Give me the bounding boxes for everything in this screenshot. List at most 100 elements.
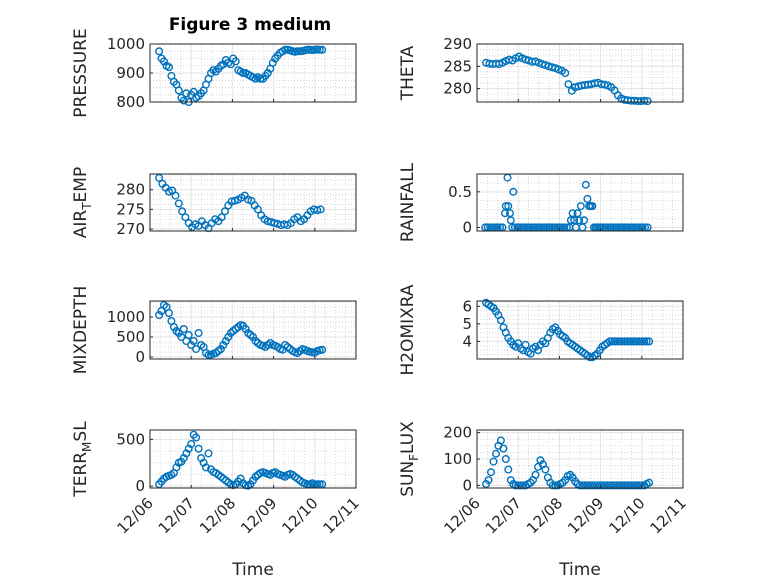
- data-point: [548, 481, 557, 490]
- y-axis-label-subscript: F: [407, 454, 421, 461]
- data-point: [521, 340, 530, 349]
- data-point: [179, 325, 188, 334]
- data-point: [177, 333, 186, 342]
- data-point: [499, 444, 508, 453]
- data-point: [293, 47, 302, 56]
- data-point: [187, 341, 196, 350]
- data-point: [583, 481, 592, 490]
- y-axis-label: MIXDEPTH: [71, 286, 91, 375]
- y-tick-label: 900: [116, 64, 145, 82]
- data-point: [625, 337, 634, 346]
- data-series: [482, 298, 654, 362]
- y-tick-label: 100: [443, 450, 472, 468]
- data-point: [590, 481, 599, 490]
- y-tick-label: 6: [462, 297, 472, 315]
- data-point: [174, 199, 183, 208]
- y-axis-label: THETA: [398, 45, 418, 101]
- y-axis-label-main: TERR: [71, 452, 91, 498]
- data-point: [580, 216, 589, 225]
- y-tick-label: 0: [462, 476, 472, 494]
- data-point: [623, 481, 632, 490]
- data-point: [585, 353, 594, 362]
- data-point: [219, 341, 228, 350]
- y-axis-label: PRESSURE: [71, 28, 91, 117]
- data-point: [164, 63, 173, 72]
- data-point: [241, 325, 250, 334]
- axes-box: [476, 300, 684, 360]
- data-series: [482, 52, 652, 106]
- data-point: [204, 449, 213, 458]
- y-tick-label: 500: [116, 328, 145, 346]
- data-point: [561, 68, 570, 77]
- data-point: [623, 337, 632, 346]
- data-point: [627, 481, 636, 490]
- data-point: [220, 207, 229, 216]
- data-point: [568, 209, 577, 218]
- data-point: [174, 329, 183, 338]
- y-axis-label-subscript: M: [80, 442, 94, 452]
- data-point: [627, 337, 636, 346]
- data-point: [620, 337, 629, 346]
- subplot-mixdepth: 0 500 1000 MIXDEPTH: [71, 286, 357, 375]
- data-point: [248, 333, 257, 342]
- data-point: [541, 465, 550, 474]
- y-axis-label: SUNFLUX: [398, 421, 421, 497]
- data-point: [637, 481, 646, 490]
- y-tick-label: 0: [462, 218, 472, 236]
- subplot-h2omixra: 456 H2OMIXRA: [398, 284, 684, 376]
- data-point: [551, 481, 560, 490]
- data-point: [645, 478, 654, 487]
- data-point: [585, 481, 594, 490]
- data-point: [492, 449, 501, 458]
- data-point: [640, 96, 649, 105]
- data-point: [253, 205, 262, 214]
- subplot-theta: 280 285 290 THETA: [398, 35, 684, 106]
- data-point: [155, 47, 164, 56]
- data-point: [221, 337, 230, 346]
- data-point: [610, 481, 619, 490]
- data-point: [635, 481, 644, 490]
- data-point: [583, 194, 592, 203]
- data-point: [600, 481, 609, 490]
- data-point: [181, 213, 190, 222]
- data-point: [605, 337, 614, 346]
- data-point: [224, 333, 233, 342]
- data-series: [155, 301, 327, 360]
- data-point: [178, 207, 187, 216]
- y-tick-label: 200: [443, 424, 472, 442]
- y-tick-label: 0: [135, 348, 145, 366]
- data-point: [564, 80, 573, 89]
- data-point: [643, 97, 652, 106]
- y-axis-label-main: SUN: [398, 461, 418, 497]
- data-point: [268, 58, 277, 67]
- y-tick-label: 290: [443, 35, 472, 53]
- data-series: [155, 430, 327, 490]
- y-axis-label-rest: LUX: [398, 421, 418, 454]
- data-point: [504, 465, 513, 474]
- data-point: [625, 481, 634, 490]
- y-axis-label-rest: SL: [71, 421, 91, 442]
- y-tick-label: 0: [135, 477, 145, 495]
- data-point: [605, 481, 614, 490]
- figure-title: Figure 3 medium: [169, 15, 331, 35]
- data-point: [489, 457, 498, 466]
- data-point: [603, 481, 612, 490]
- subplot-rainfall: 0 0.5 RAINFALL: [398, 162, 684, 242]
- data-point: [598, 481, 607, 490]
- data-point: [610, 337, 619, 346]
- data-point: [632, 481, 641, 490]
- data-point: [632, 337, 641, 346]
- axes-background: [477, 44, 683, 102]
- y-axis-label: AIRTEMP: [71, 167, 94, 238]
- data-point: [155, 173, 164, 182]
- data-point: [514, 481, 523, 490]
- data-point: [169, 323, 178, 332]
- data-point: [578, 481, 587, 490]
- data-point: [519, 481, 528, 490]
- data-point: [581, 180, 590, 189]
- data-point: [184, 331, 193, 340]
- data-point: [179, 96, 188, 105]
- data-point: [531, 470, 540, 479]
- data-point: [516, 481, 525, 490]
- data-point: [182, 89, 191, 98]
